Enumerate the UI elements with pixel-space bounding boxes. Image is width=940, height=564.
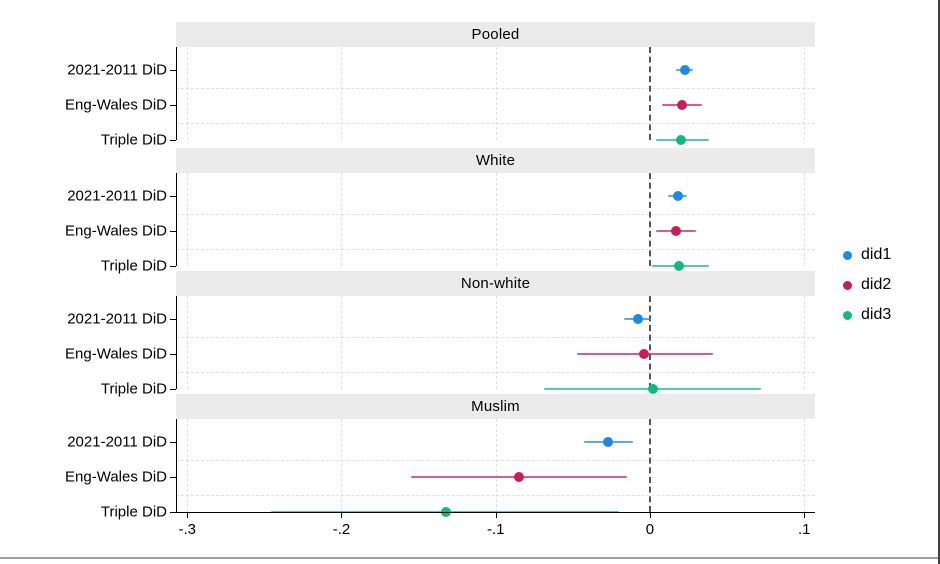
- x-axis-tick-label: -.1: [486, 521, 505, 538]
- row-label: Triple DiD: [100, 257, 167, 275]
- gridline-vertical: [804, 173, 806, 266]
- y-axis-line: [176, 173, 177, 266]
- x-axis-tick: [341, 513, 343, 518]
- gridline-horizontal: [176, 87, 815, 89]
- point-estimate-did2: [677, 100, 688, 110]
- x-axis-line: [176, 512, 815, 513]
- window-bottom-divider: [0, 557, 938, 559]
- y-axis-tick: [170, 512, 176, 513]
- point-estimate-did1: [672, 191, 683, 201]
- zero-reference-line: [648, 173, 651, 266]
- gridline-horizontal: [176, 122, 815, 124]
- gridline-horizontal: [176, 213, 815, 215]
- gridline-horizontal: [176, 371, 815, 373]
- x-axis-tick-label: 0: [645, 521, 655, 538]
- legend-item-did1: did1: [843, 240, 891, 270]
- zero-reference-line: [648, 296, 651, 389]
- gridline-vertical: [187, 419, 189, 512]
- y-axis-line: [176, 47, 177, 140]
- y-axis-tick: [170, 442, 176, 443]
- point-estimate-did2: [638, 349, 649, 359]
- row-label: Triple DiD: [100, 380, 167, 398]
- point-estimate-did1: [603, 437, 614, 447]
- point-estimate-did3: [648, 384, 659, 394]
- legend-item-did2: did2: [843, 270, 891, 300]
- point-estimate-did3: [674, 261, 685, 271]
- gridline-vertical: [187, 173, 189, 266]
- legend: did1 did2 did3: [843, 240, 891, 330]
- point-estimate-did2: [671, 226, 682, 236]
- row-label: Triple DiD: [100, 131, 167, 149]
- y-axis-tick: [170, 266, 176, 267]
- row-label: Eng-Wales DiD: [65, 222, 167, 240]
- y-axis-tick: [170, 319, 176, 320]
- gridline-vertical: [341, 47, 343, 140]
- x-axis-tick-label: -.2: [332, 521, 351, 538]
- gridline-vertical: [804, 47, 806, 140]
- row-label: Eng-Wales DiD: [65, 468, 167, 486]
- panel-header-non-white: Non-white: [176, 271, 815, 296]
- x-axis-tick: [804, 513, 806, 518]
- gridline-vertical: [187, 296, 189, 389]
- y-axis-tick: [170, 477, 176, 478]
- panel-header-pooled: Pooled: [176, 22, 815, 47]
- gridline-vertical: [341, 296, 343, 389]
- gridline-vertical: [804, 296, 806, 389]
- zero-reference-line: [648, 47, 651, 140]
- row-label: Eng-Wales DiD: [65, 96, 167, 114]
- gridline-horizontal: [176, 494, 815, 496]
- row-label: 2021-2011 DiD: [67, 310, 167, 328]
- legend-label: did1: [861, 246, 892, 263]
- panel-header-muslim: Muslim: [176, 394, 815, 419]
- did2-marker-icon: [843, 280, 852, 290]
- row-label: Eng-Wales DiD: [65, 345, 167, 363]
- x-axis-tick: [649, 513, 651, 518]
- x-axis-tick: [187, 513, 189, 518]
- gridline-vertical: [341, 173, 343, 266]
- gridline-vertical: [495, 296, 497, 389]
- legend-label: did2: [861, 276, 892, 293]
- x-axis-tick: [495, 513, 497, 518]
- gridline-vertical: [187, 47, 189, 140]
- legend-item-did3: did3: [843, 300, 891, 330]
- y-axis-tick: [170, 140, 176, 141]
- row-label: Triple DiD: [100, 503, 167, 521]
- gridline-vertical: [495, 47, 497, 140]
- y-axis-tick: [170, 354, 176, 355]
- point-estimate-did2: [513, 472, 524, 482]
- zero-reference-line: [648, 419, 651, 512]
- gridline-horizontal: [176, 459, 815, 461]
- gridline-vertical: [804, 419, 806, 512]
- y-axis-line: [176, 419, 177, 512]
- gridline-horizontal: [176, 336, 815, 338]
- legend-label: did3: [861, 306, 892, 323]
- gridline-vertical: [495, 173, 497, 266]
- gridline-vertical: [341, 419, 343, 512]
- y-axis-line: [176, 296, 177, 389]
- gridline-horizontal: [176, 248, 815, 250]
- point-estimate-did1: [680, 65, 691, 75]
- y-axis-tick: [170, 196, 176, 197]
- point-estimate-did1: [632, 314, 643, 324]
- row-label: 2021-2011 DiD: [67, 187, 167, 205]
- x-axis-tick-label: -.3: [178, 521, 197, 538]
- x-axis-tick-label: .1: [797, 521, 811, 538]
- did3-marker-icon: [843, 310, 852, 320]
- y-axis-tick: [170, 70, 176, 71]
- did1-marker-icon: [843, 250, 852, 260]
- panel-header-white: White: [176, 148, 815, 173]
- row-label: 2021-2011 DiD: [67, 433, 167, 451]
- row-label: 2021-2011 DiD: [67, 61, 167, 79]
- gridline-vertical: [495, 419, 497, 512]
- y-axis-tick: [170, 389, 176, 390]
- point-estimate-did3: [675, 135, 686, 145]
- y-axis-tick: [170, 231, 176, 232]
- y-axis-tick: [170, 105, 176, 106]
